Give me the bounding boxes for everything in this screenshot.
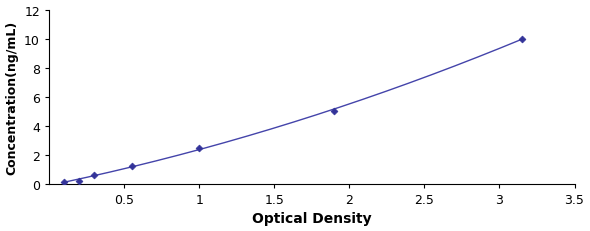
Y-axis label: Concentration(ng/mL): Concentration(ng/mL) xyxy=(5,21,18,174)
X-axis label: Optical Density: Optical Density xyxy=(252,212,372,225)
